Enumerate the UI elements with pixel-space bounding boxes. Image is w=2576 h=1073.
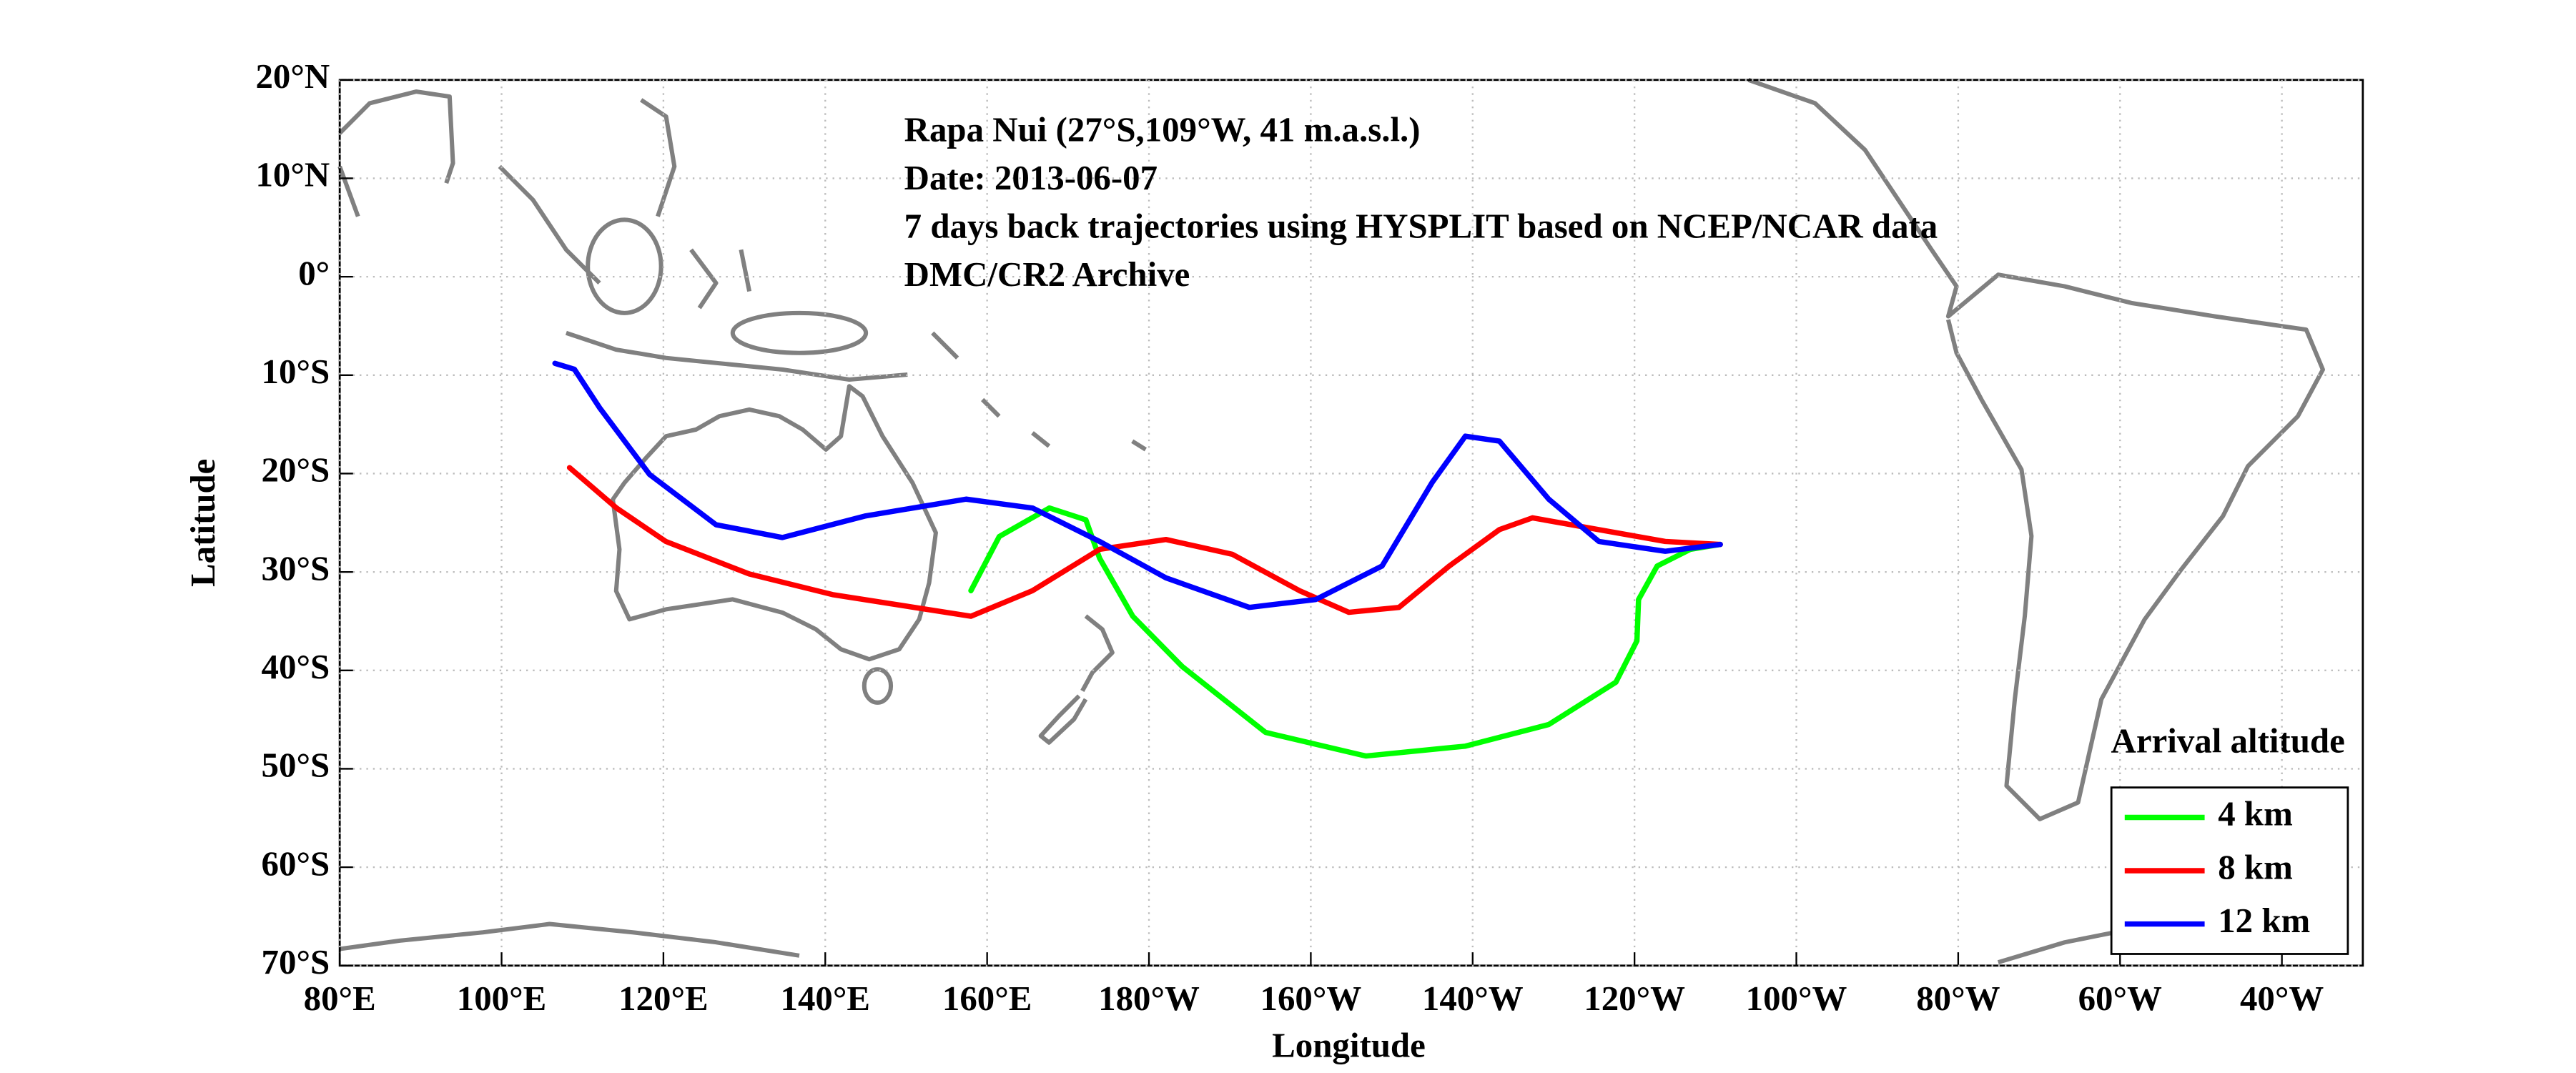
x-tick-label: 40°W: [2240, 979, 2324, 1018]
annotation: DMC/CR2 Archive: [904, 254, 1190, 294]
y-tick-label: 60°S: [262, 844, 330, 883]
y-axis-label: Latitude: [183, 459, 222, 587]
tasmania: [862, 667, 894, 705]
new-zealand: [1038, 614, 1115, 745]
coastlines: [337, 77, 2325, 965]
x-tick-label: 100°E: [457, 979, 547, 1018]
australia: [611, 384, 938, 662]
y-tick-label: 50°S: [262, 746, 330, 785]
islands: [689, 248, 1147, 452]
trajectory: [552, 360, 1723, 610]
y-tick-label: 20°S: [262, 450, 330, 490]
x-tick-label: 60°W: [2078, 979, 2162, 1018]
y-tick-label: 70°S: [262, 942, 330, 981]
annotation: Date: 2013-06-07: [904, 158, 1158, 197]
x-tick-label: 160°W: [1260, 979, 1362, 1018]
y-tick-label: 0°: [298, 253, 330, 292]
x-axis-label: Longitude: [1272, 1025, 1426, 1064]
legend-label: 8 km: [2218, 847, 2293, 886]
x-tick-label: 120°E: [618, 979, 709, 1018]
asia: [337, 89, 908, 382]
x-tick-label: 120°W: [1584, 979, 1685, 1018]
annotation: Rapa Nui (27°S,109°W, 41 m.a.s.l.): [904, 110, 1421, 149]
annotation: 7 days back trajectories using HYSPLIT b…: [904, 207, 1938, 246]
new-guinea: [730, 310, 869, 355]
plot-frame: [338, 79, 2364, 967]
antarctica: [339, 921, 2182, 965]
x-tick-label: 160°E: [942, 979, 1032, 1018]
y-tick-label: 30°S: [262, 548, 330, 588]
legend-label: 4 km: [2218, 794, 2293, 834]
x-tick-label: 180°W: [1098, 979, 1200, 1018]
x-tick-label: 80°E: [304, 979, 376, 1018]
y-tick-label: 10°S: [262, 352, 330, 391]
legend-title: Arrival altitude: [2111, 721, 2345, 760]
y-tick-label: 40°S: [262, 647, 330, 686]
x-tick-label: 100°W: [1746, 979, 1847, 1018]
x-tick-label: 140°E: [781, 979, 871, 1018]
trajectory: [968, 505, 1723, 759]
trajectory: [566, 465, 1723, 619]
y-tick-label: 20°N: [255, 56, 330, 96]
americas: [1747, 77, 2325, 821]
y-tick-label: 10°N: [255, 155, 330, 194]
legend-label: 12 km: [2218, 901, 2310, 940]
x-tick-label: 140°W: [1422, 979, 1524, 1018]
borneo: [586, 217, 663, 315]
x-tick-label: 80°W: [1916, 979, 2000, 1018]
